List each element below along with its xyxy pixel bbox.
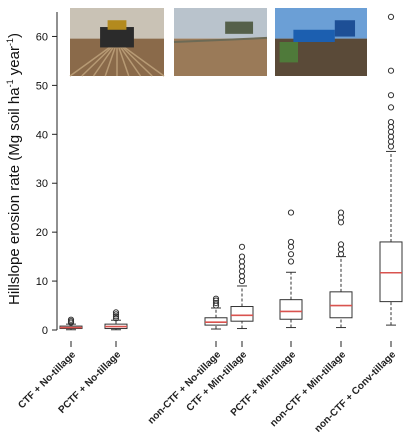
outlier-point <box>212 299 220 307</box>
machine-shape <box>225 21 254 34</box>
box-5 <box>279 209 303 329</box>
crop-row <box>116 41 142 77</box>
box-iqr <box>379 241 403 303</box>
outlier-point <box>112 309 120 316</box>
y-axis-label: Hillslope erosion rate (Mg soil ha-1 yea… <box>5 33 23 305</box>
photo-sky <box>174 8 267 39</box>
photo-ground <box>174 38 267 76</box>
crop-row <box>116 41 165 77</box>
outlier-point <box>212 297 220 304</box>
outlier-point <box>67 316 75 323</box>
outlier-point <box>387 104 395 111</box>
box-2 <box>104 309 128 331</box>
tractor-shape <box>100 27 134 48</box>
plough-field-photo <box>275 8 367 76</box>
photo-strip <box>69 8 367 77</box>
outlier-point <box>337 209 345 216</box>
outlier-point <box>112 313 120 320</box>
outlier-point <box>287 258 295 265</box>
crop-row <box>92 41 118 77</box>
y-tick-label: 0 <box>42 325 48 337</box>
y-tick-label: 20 <box>36 227 48 239</box>
outlier-point <box>238 243 246 250</box>
box-4 <box>230 243 254 330</box>
y-tick-label: 10 <box>36 276 48 288</box>
box-iqr <box>279 299 303 320</box>
outlier-point <box>387 92 395 99</box>
box-7 <box>379 13 403 326</box>
y-tick-label: 60 <box>36 31 48 43</box>
tractor-shape <box>334 20 356 37</box>
outlier-point <box>337 241 345 248</box>
implement-bar <box>173 36 268 43</box>
crop-row <box>116 41 130 77</box>
plough-shape <box>293 29 335 42</box>
outlier-point <box>112 315 120 322</box>
outlier-point <box>112 311 120 318</box>
crop-row <box>81 41 118 77</box>
tractor-field-photo <box>69 8 165 77</box>
outlier-point <box>287 238 295 246</box>
tractor-cab <box>107 20 127 30</box>
outlier-point <box>238 253 246 260</box>
crop-row <box>69 41 118 77</box>
outlier-point <box>287 251 295 258</box>
outlier-point <box>387 67 395 74</box>
grass-patch <box>279 42 298 63</box>
boxplots <box>59 13 403 331</box>
box-1 <box>59 316 83 331</box>
crop-row <box>104 41 118 77</box>
box-iqr <box>230 306 254 322</box>
outlier-point <box>387 13 395 20</box>
box-6 <box>329 209 353 329</box>
box-3 <box>204 295 228 330</box>
outlier-point <box>212 295 220 302</box>
x-tick-label: non-CTF + Conv-tillage <box>313 349 399 435</box>
outlier-point <box>287 209 295 216</box>
y-tick-label: 40 <box>36 129 48 141</box>
outlier-point <box>387 118 395 126</box>
cultivator-field-photo <box>173 8 268 76</box>
crop-row <box>116 41 153 77</box>
y-tick-label: 50 <box>36 80 48 92</box>
y-axis: 0 10 20 30 40 50 60 <box>36 12 58 337</box>
y-tick-label: 30 <box>36 178 48 190</box>
